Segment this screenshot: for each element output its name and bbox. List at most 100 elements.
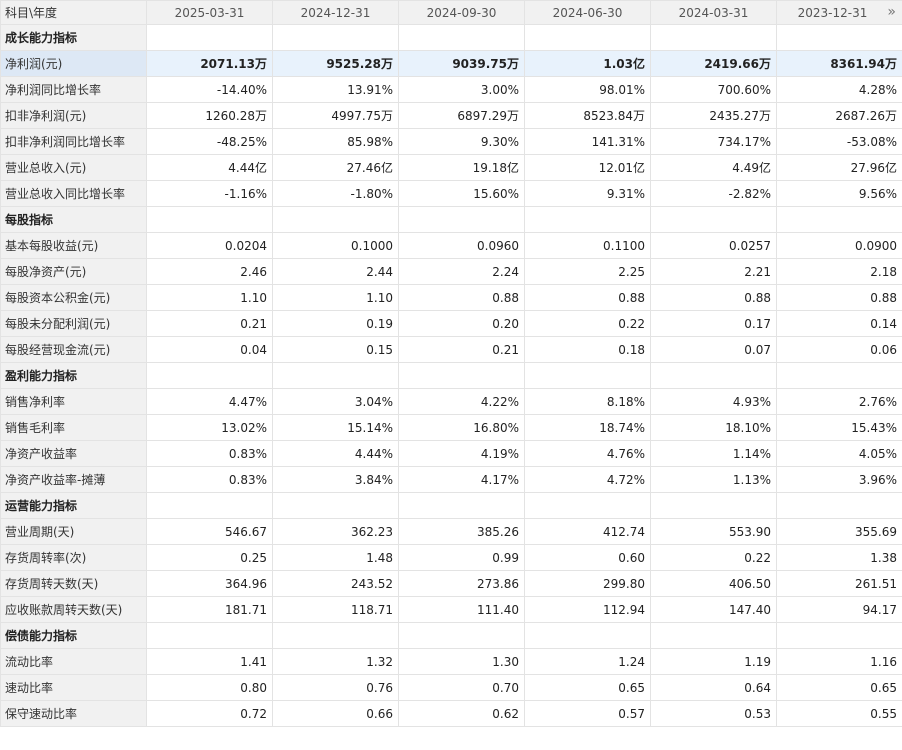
table-row[interactable]: 净资产收益率 0.83% 4.44% 4.19% 4.76% 1.14% 4.05%: [0, 440, 902, 467]
value-cell: 0.06: [776, 336, 902, 363]
value-cell: 12.01亿: [524, 154, 651, 181]
section-header-row: 偿债能力指标: [0, 622, 902, 649]
row-label: 销售净利率: [0, 388, 147, 415]
table-row[interactable]: 净利润(元) 2071.13万 9525.28万 9039.75万 1.03亿 2419.…: [0, 50, 902, 77]
value-cell: 1.38: [776, 544, 902, 571]
section-empty-cell: [650, 622, 777, 649]
section-empty-cell: [398, 622, 525, 649]
value-cell: 0.66: [272, 700, 399, 727]
table-row[interactable]: 每股经营现金流(元) 0.04 0.15 0.21 0.18 0.07 0.06: [0, 336, 902, 363]
value-cell: 4.19%: [398, 440, 525, 467]
value-cell: 0.55: [776, 700, 902, 727]
value-cell: 0.88: [524, 284, 651, 311]
table-row[interactable]: 每股未分配利润(元) 0.21 0.19 0.20 0.22 0.17 0.14: [0, 310, 902, 337]
value-cell: 15.43%: [776, 414, 902, 441]
value-cell: 2.21: [650, 258, 777, 285]
section-title: 盈利能力指标: [0, 362, 147, 389]
table-row[interactable]: 净资产收益率-摊薄 0.83% 3.84% 4.17% 4.72% 1.13% 3.96%: [0, 466, 902, 493]
section-empty-cell: [776, 24, 902, 51]
value-cell: 2.46: [146, 258, 273, 285]
value-cell: 0.83%: [146, 440, 273, 467]
value-cell: 243.52: [272, 570, 399, 597]
value-cell: 4.28%: [776, 76, 902, 103]
value-cell: 1.32: [272, 648, 399, 675]
value-cell: -1.16%: [146, 180, 273, 207]
table-row[interactable]: 销售毛利率 13.02% 15.14% 16.80% 18.74% 18.10% 15.43…: [0, 414, 902, 441]
value-cell: 85.98%: [272, 128, 399, 155]
section-empty-cell: [146, 24, 273, 51]
row-label: 净资产收益率: [0, 440, 147, 467]
chevron-double-right-icon[interactable]: »: [887, 4, 896, 20]
value-cell: 364.96: [146, 570, 273, 597]
table-row[interactable]: 营业总收入(元) 4.44亿 27.46亿 19.18亿 12.01亿 4.49亿 27.9…: [0, 154, 902, 181]
table-row[interactable]: 扣非净利润同比增长率 -48.25% 85.98% 9.30% 141.31% 734.1…: [0, 128, 902, 155]
value-cell: 0.57: [524, 700, 651, 727]
value-cell: 0.70: [398, 674, 525, 701]
table-row[interactable]: 销售净利率 4.47% 3.04% 4.22% 8.18% 4.93% 2.76%: [0, 388, 902, 415]
table-header-row: 科目\年度 2025-03-31 2024-12-31 2024-09-30 2…: [0, 0, 902, 25]
table-row[interactable]: 存货周转率(次) 0.25 1.48 0.99 0.60 0.22 1.38: [0, 544, 902, 571]
table-row[interactable]: 每股净资产(元) 2.46 2.44 2.24 2.25 2.21 2.18: [0, 258, 902, 285]
value-cell: 2.76%: [776, 388, 902, 415]
value-cell: 0.22: [650, 544, 777, 571]
value-cell: 1.13%: [650, 466, 777, 493]
value-cell: 4.93%: [650, 388, 777, 415]
value-cell: 0.53: [650, 700, 777, 727]
table-row[interactable]: 扣非净利润(元) 1260.28万 4997.75万 6897.29万 8523.84万…: [0, 102, 902, 129]
section-empty-cell: [524, 24, 651, 51]
value-cell: 4.44亿: [146, 154, 273, 181]
value-cell: 118.71: [272, 596, 399, 623]
value-cell: 0.65: [524, 674, 651, 701]
row-label: 存货周转天数(天): [0, 570, 147, 597]
value-cell: 0.72: [146, 700, 273, 727]
value-cell: 94.17: [776, 596, 902, 623]
section-empty-cell: [146, 206, 273, 233]
value-cell: 1.41: [146, 648, 273, 675]
row-label: 应收账款周转天数(天): [0, 596, 147, 623]
table-row[interactable]: 流动比率 1.41 1.32 1.30 1.24 1.19 1.16: [0, 648, 902, 675]
table-row[interactable]: 每股资本公积金(元) 1.10 1.10 0.88 0.88 0.88 0.88: [0, 284, 902, 311]
value-cell: 0.22: [524, 310, 651, 337]
table-row[interactable]: 基本每股收益(元) 0.0204 0.1000 0.0960 0.1100 0.0257 0…: [0, 232, 902, 259]
value-cell: 3.84%: [272, 466, 399, 493]
table-row[interactable]: 营业总收入同比增长率 -1.16% -1.80% 15.60% 9.31% -2.82% 9…: [0, 180, 902, 207]
table-row[interactable]: 速动比率 0.80 0.76 0.70 0.65 0.64 0.65: [0, 674, 902, 701]
section-empty-cell: [146, 492, 273, 519]
value-cell: 553.90: [650, 518, 777, 545]
value-cell: 299.80: [524, 570, 651, 597]
value-cell: 9039.75万: [398, 50, 525, 77]
table-row[interactable]: 保守速动比率 0.72 0.66 0.62 0.57 0.53 0.55: [0, 700, 902, 727]
header-period-1: 2025-03-31: [146, 0, 273, 25]
value-cell: 15.60%: [398, 180, 525, 207]
value-cell: 18.74%: [524, 414, 651, 441]
row-label: 每股资本公积金(元): [0, 284, 147, 311]
table-row[interactable]: 营业周期(天) 546.67 362.23 385.26 412.74 553.90 355…: [0, 518, 902, 545]
value-cell: 4.47%: [146, 388, 273, 415]
row-label: 扣非净利润(元): [0, 102, 147, 129]
row-label: 每股净资产(元): [0, 258, 147, 285]
table-body: 成长能力指标 净利润(元) 2071.13万 9525.28万 9039.75万 1.03…: [0, 24, 902, 727]
section-empty-cell: [524, 362, 651, 389]
value-cell: 147.40: [650, 596, 777, 623]
value-cell: 19.18亿: [398, 154, 525, 181]
header-period-6: 2023-12-31 »: [776, 0, 902, 25]
row-label: 存货周转率(次): [0, 544, 147, 571]
value-cell: -53.08%: [776, 128, 902, 155]
value-cell: 0.0900: [776, 232, 902, 259]
value-cell: 181.71: [146, 596, 273, 623]
value-cell: 3.04%: [272, 388, 399, 415]
table-row[interactable]: 存货周转天数(天) 364.96 243.52 273.86 299.80 406.50 2…: [0, 570, 902, 597]
value-cell: 0.88: [776, 284, 902, 311]
table-row[interactable]: 应收账款周转天数(天) 181.71 118.71 111.40 112.94 147.4…: [0, 596, 902, 623]
value-cell: 2.24: [398, 258, 525, 285]
value-cell: 9.30%: [398, 128, 525, 155]
row-label: 保守速动比率: [0, 700, 147, 727]
value-cell: 412.74: [524, 518, 651, 545]
header-period-6-label: 2023-12-31: [797, 5, 868, 20]
table-row[interactable]: 净利润同比增长率 -14.40% 13.91% 3.00% 98.01% 700.60% 4…: [0, 76, 902, 103]
value-cell: 3.00%: [398, 76, 525, 103]
value-cell: 4.76%: [524, 440, 651, 467]
value-cell: 700.60%: [650, 76, 777, 103]
value-cell: 111.40: [398, 596, 525, 623]
